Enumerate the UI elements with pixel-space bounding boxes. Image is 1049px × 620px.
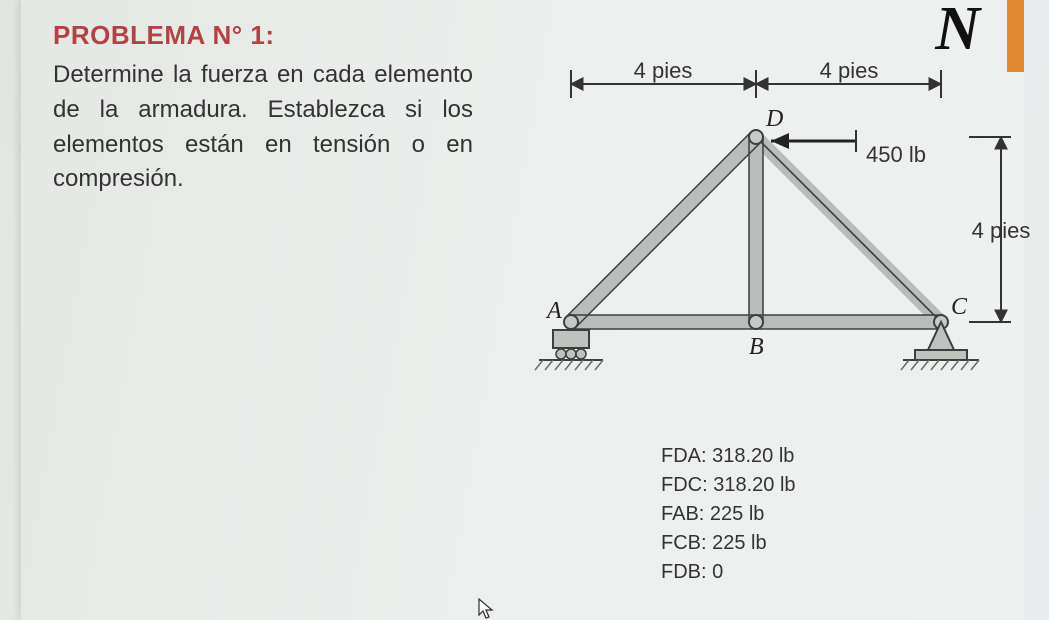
answer-row: FDA: 318.20 lb	[661, 442, 796, 471]
answer-value: 225 lb	[712, 532, 767, 554]
page-surface: N PROBLEMA N° 1: Determine la fuerza en …	[21, 0, 1024, 620]
dim-height: 4 pies	[972, 218, 1031, 243]
load-arrow: 450 lb	[771, 130, 926, 167]
support-a-roller	[535, 330, 603, 370]
answer-row: FDC: 318.20 lb	[661, 471, 796, 500]
answer-label: FDA	[661, 445, 701, 467]
answer-label: FCB	[661, 532, 701, 554]
answer-row: FDB: 0	[661, 558, 796, 587]
n-logo: N	[935, 0, 980, 65]
answer-value: 0	[712, 561, 723, 583]
answer-row: FAB: 225 lb	[661, 500, 796, 529]
node-a-label: A	[545, 298, 562, 324]
dim-left-span: 4 pies	[634, 62, 693, 83]
node-c-label: C	[951, 294, 968, 320]
dim-right-span: 4 pies	[820, 62, 879, 83]
answer-label: FDB	[661, 561, 701, 583]
problem-statement: Determine la fuerza en cada elemento de …	[53, 58, 473, 197]
node-b-label: B	[749, 334, 764, 360]
truss-figure: 4 pies 4 pies 4 pies 450 lb	[511, 62, 1031, 402]
answers-block: FDA: 318.20 lb FDC: 318.20 lb FAB: 225 l…	[661, 442, 796, 587]
answer-value: 225 lb	[710, 503, 765, 525]
answer-label: FDC	[661, 474, 702, 496]
answer-value: 318.20 lb	[712, 445, 794, 467]
dimension-right: 4 pies	[969, 137, 1030, 322]
dimension-top: 4 pies 4 pies	[571, 62, 941, 98]
load-label: 450 lb	[866, 142, 926, 167]
node-d-label: D	[765, 106, 783, 132]
answer-value: 318.20 lb	[713, 474, 795, 496]
answer-label: FAB	[661, 503, 699, 525]
answer-row: FCB: 225 lb	[661, 529, 796, 558]
problem-title: PROBLEMA N° 1:	[53, 20, 275, 51]
